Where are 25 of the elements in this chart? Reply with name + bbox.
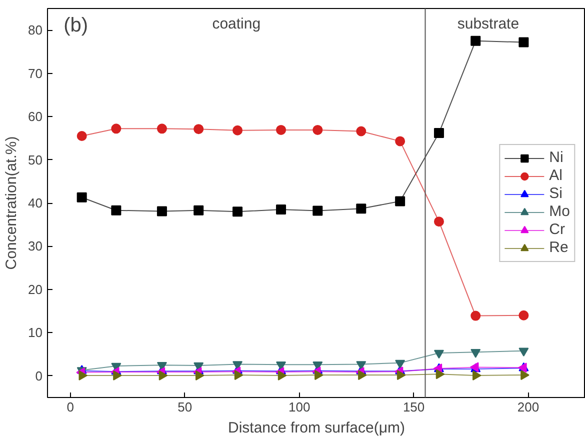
x-tick-label: 100 [288, 400, 310, 414]
x-axis-title: Distance from surface(μm) [228, 420, 406, 436]
y-tick-label: 70 [28, 66, 43, 81]
annotation: coating [212, 16, 261, 33]
legend-label: Ni [549, 148, 564, 166]
x-tick-label: 150 [402, 400, 425, 414]
legend-label: Mo [549, 202, 570, 220]
x-tick-label: 0 [66, 400, 74, 414]
x-tick-label: 200 [517, 400, 540, 414]
y-tick-label: 10 [28, 325, 43, 340]
legend-label: Cr [549, 220, 566, 238]
annotation: substrate [457, 16, 520, 33]
y-tick-label: 20 [28, 282, 43, 297]
y-tick-label: 80 [28, 22, 43, 38]
legend-label: Al [549, 166, 564, 184]
y-tick-label: 60 [28, 109, 43, 124]
annotation: (b) [64, 14, 88, 36]
y-tick-label: 0 [35, 368, 43, 384]
y-tick-label: 30 [28, 238, 43, 254]
y-axis-title: Concentration(at.%) [3, 136, 20, 270]
y-tick-label: 40 [28, 196, 43, 210]
legend-label: Si [549, 184, 564, 202]
x-tick-label: 50 [178, 400, 192, 414]
legend-label: Re [549, 238, 570, 256]
y-tick-label: 50 [28, 152, 43, 168]
